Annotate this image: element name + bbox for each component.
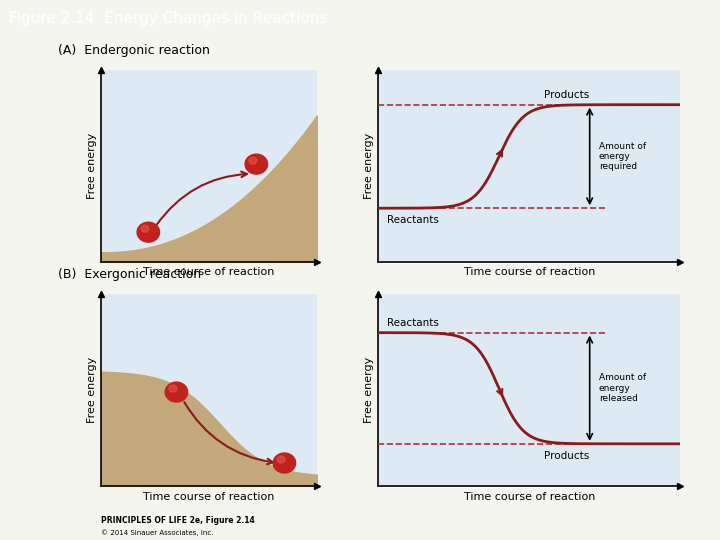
Circle shape (141, 225, 149, 232)
Circle shape (165, 382, 188, 402)
Text: Reactants: Reactants (387, 215, 439, 225)
X-axis label: Time course of reaction: Time course of reaction (143, 491, 274, 502)
Y-axis label: Free energy: Free energy (86, 133, 96, 199)
Circle shape (245, 154, 268, 174)
Text: Amount of
energy
released: Amount of energy released (599, 373, 646, 403)
Text: Products: Products (544, 90, 590, 100)
X-axis label: Time course of reaction: Time course of reaction (464, 491, 595, 502)
Text: PRINCIPLES OF LIFE 2e, Figure 2.14: PRINCIPLES OF LIFE 2e, Figure 2.14 (101, 516, 255, 525)
X-axis label: Time course of reaction: Time course of reaction (464, 267, 595, 278)
X-axis label: Time course of reaction: Time course of reaction (143, 267, 274, 278)
Text: Reactants: Reactants (387, 318, 439, 328)
Circle shape (277, 456, 285, 463)
Y-axis label: Free energy: Free energy (364, 357, 374, 423)
Text: (B)  Exergonic reaction: (B) Exergonic reaction (58, 268, 201, 281)
Text: © 2014 Sinauer Associates, Inc.: © 2014 Sinauer Associates, Inc. (101, 529, 213, 536)
Circle shape (169, 385, 177, 392)
Y-axis label: Free energy: Free energy (86, 357, 96, 423)
Circle shape (137, 222, 160, 242)
Text: Amount of
energy
required: Amount of energy required (599, 141, 646, 171)
Text: (A)  Endergonic reaction: (A) Endergonic reaction (58, 44, 210, 57)
Y-axis label: Free energy: Free energy (364, 133, 374, 199)
Text: Figure 2.14  Energy Changes in Reactions: Figure 2.14 Energy Changes in Reactions (9, 11, 327, 26)
Circle shape (249, 157, 257, 164)
Text: Products: Products (544, 450, 590, 461)
Circle shape (273, 453, 296, 473)
